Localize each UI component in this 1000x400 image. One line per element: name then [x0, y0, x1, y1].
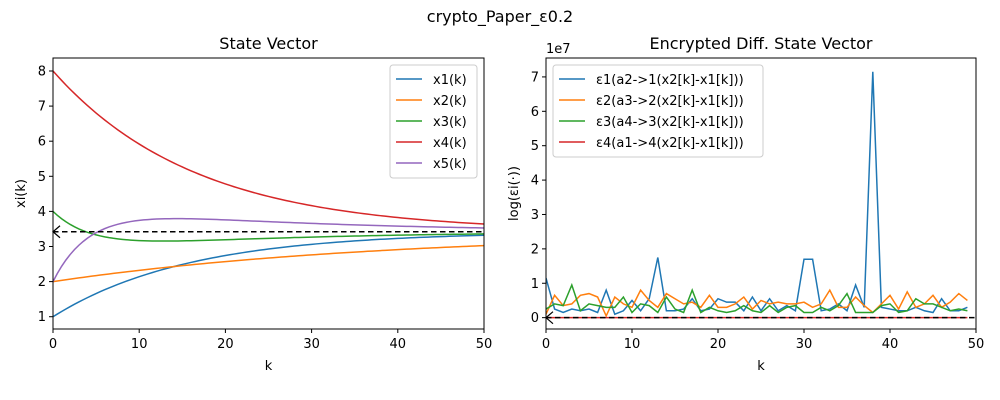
y-axis-label: xi(k) [14, 179, 29, 208]
y-axis-label: log(εi(·)) [507, 166, 522, 221]
legend-entry: x1(k) [433, 73, 467, 88]
legend-entry: ε4(a1->4(x2[k]-x1[k])) [596, 136, 744, 151]
legend-entry: ε1(a2->1(x2[k]-x1[k])) [596, 73, 744, 88]
series-line-4 [53, 70, 484, 225]
right-chart: Encrypted Diff. State Vector 0 10 20 30 40 50 0… [507, 34, 984, 374]
y-tick-label: 2 [38, 275, 46, 290]
y-tick-label: 2 [531, 242, 539, 257]
x-tick-label: 20 [710, 337, 727, 352]
y-tick-label: 3 [531, 208, 539, 223]
y-tick-label: 5 [38, 170, 46, 185]
legend-entry: x5(k) [433, 157, 467, 172]
legend: ε1(a2->1(x2[k]-x1[k])) ε2(a3->2(x2[k]-x1[… [552, 64, 764, 158]
y-tick-label: 4 [38, 205, 46, 220]
legend: x1(k) x2(k) x3(k) x4(k) x5(k) [389, 64, 478, 179]
x-tick-label: 10 [624, 337, 641, 352]
series-group [53, 70, 484, 318]
left-chart: State Vector 0 10 20 30 40 50 1 2 3 4 5 6 7 8 k xi(k) x1(… [14, 34, 492, 374]
y-tick-label: 8 [38, 64, 46, 79]
y-tick-label: 6 [38, 135, 46, 150]
y-scale-label: 1e7 [546, 42, 571, 57]
series-line-3 [546, 282, 968, 314]
y-tick-label: 6 [531, 105, 539, 120]
y-tick-label: 1 [531, 277, 539, 292]
x-tick-label: 0 [542, 337, 550, 352]
x-tick-label: 40 [390, 337, 407, 352]
x-tick-label: 50 [968, 337, 985, 352]
y-tick-label: 3 [38, 240, 46, 255]
axes-frame [545, 57, 977, 330]
x-tick-label: 0 [49, 337, 57, 352]
series-line-1 [53, 234, 484, 318]
y-tick-label: 1 [38, 310, 46, 325]
y-tick-label: 4 [531, 174, 539, 189]
axes-frame [52, 57, 485, 330]
series-group [546, 71, 976, 319]
legend-entry: ε3(a4->3(x2[k]-x1[k])) [596, 115, 744, 130]
legend-entry: x3(k) [433, 115, 467, 130]
series-line-2 [546, 288, 968, 318]
x-tick-label: 30 [796, 337, 813, 352]
x-tick-label: 30 [303, 337, 320, 352]
legend-entry: x2(k) [433, 94, 467, 109]
legend-entry: x4(k) [433, 136, 467, 151]
x-axis-label: k [265, 359, 273, 374]
x-axis-label: k [757, 359, 765, 374]
plot-title: Encrypted Diff. State Vector [650, 34, 873, 53]
y-tick-label: 7 [531, 70, 539, 85]
legend-box [389, 64, 478, 179]
y-tick-label: 7 [38, 100, 46, 115]
figure-title: crypto_Paper_ε0.2 [427, 7, 573, 27]
x-tick-label: 40 [882, 337, 899, 352]
series-line-2 [53, 244, 484, 283]
legend-entry: ε2(a3->2(x2[k]-x1[k])) [596, 94, 744, 109]
x-tick-label: 10 [131, 337, 148, 352]
x-tick-label: 20 [217, 337, 234, 352]
series-line-5 [53, 217, 484, 282]
legend-box [552, 64, 764, 158]
y-tick-label: 0 [531, 311, 539, 326]
x-tick-label: 50 [476, 337, 493, 352]
plot-title: State Vector [219, 34, 318, 53]
series-line-3 [53, 210, 484, 242]
y-tick-label: 5 [531, 139, 539, 154]
